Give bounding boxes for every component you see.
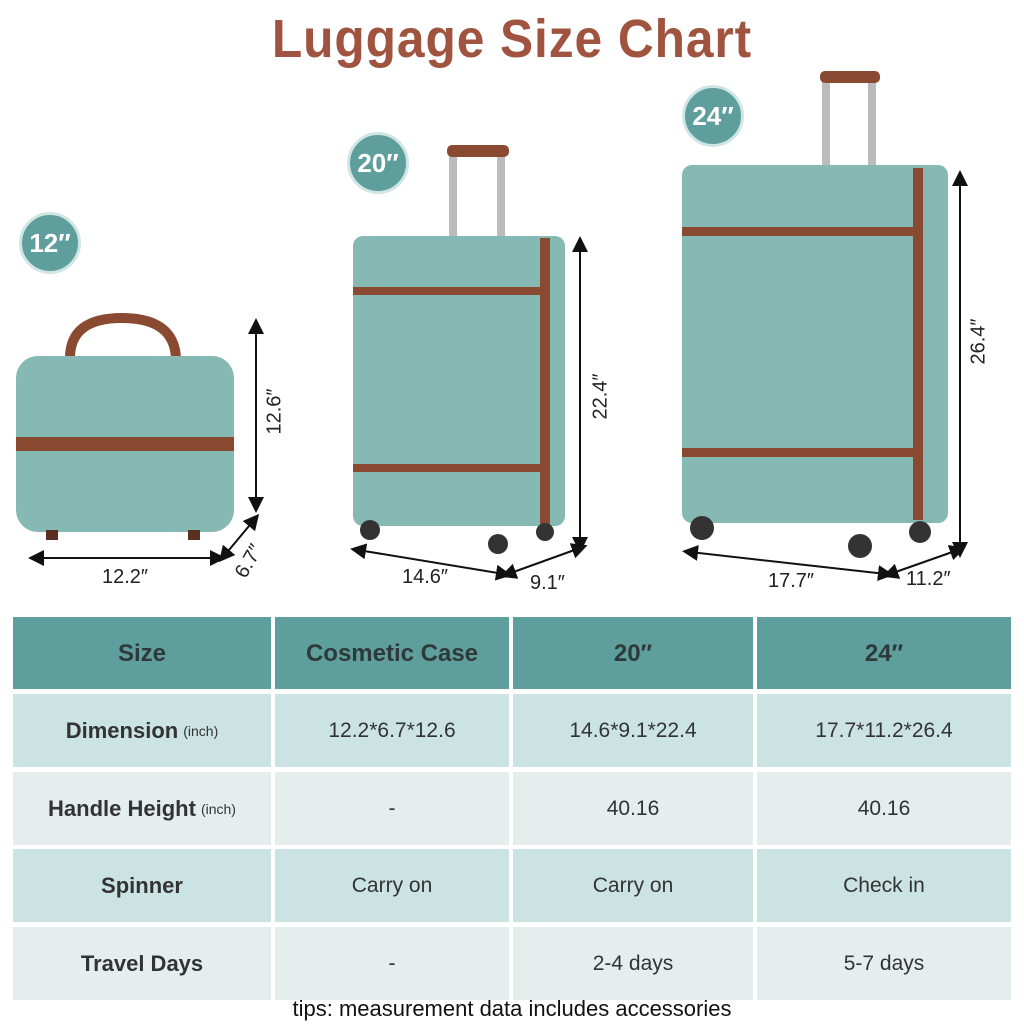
table-row-label: Dimension (inch) [13,694,271,767]
cosmetic-width-label: 12.2″ [102,566,149,588]
header-cosmetic: Cosmetic Case [275,617,509,689]
table-cell: 5-7 days [757,927,1011,1000]
luggage-24-width-label: 17.7″ [768,570,815,592]
row-unit: (inch) [183,722,219,739]
table-cell: 17.7*11.2*26.4 [757,694,1011,767]
header-20: 20″ [513,617,753,689]
luggage-24-depth-label: 11.2″ [906,568,951,590]
row-label: Spinner [101,872,183,898]
table-row-label: Travel Days [13,927,271,1000]
table-cell: - [275,927,509,1000]
dimension-arrows [28,170,968,582]
row-label: Travel Days [80,950,204,976]
size-badge-24: 24″ [682,85,744,147]
table-cell: 14.6*9.1*22.4 [513,694,753,767]
table-row-label: Handle Height (inch) [13,772,271,845]
table-cell: Carry on [513,849,753,922]
row-label: Dimension [65,717,179,743]
header-24: 24″ [757,617,1011,689]
table-row-label: Spinner [13,849,271,922]
table-cell: 12.2*6.7*12.6 [275,694,509,767]
table-cell: Carry on [275,849,509,922]
row-label: Handle Height [48,795,196,821]
page-title: Luggage Size Chart [271,9,753,69]
luggage-24-image [682,71,948,558]
luggage-20-width-label: 14.6″ [402,566,449,588]
luggage-20-height-label: 22.4″ [589,373,612,420]
luggage-20-image [353,145,565,554]
size-badge-12: 12″ [19,212,81,274]
row-unit: (inch) [200,800,236,817]
luggage-20-depth-label: 9.1″ [530,572,565,594]
luggage-24-height-label: 26.4″ [967,318,990,365]
table-cell: Check in [757,849,1011,922]
cosmetic-height-label: 12.6″ [263,388,286,435]
table-cell: 40.16 [513,772,753,845]
table-cell: 2-4 days [513,927,753,1000]
table-cell: - [275,772,509,845]
tips-note: tips: measurement data includes accessor… [292,996,732,1021]
size-badge-20: 20″ [347,132,409,194]
cosmetic-case-image [16,312,234,540]
table-cell: 40.16 [757,772,1011,845]
header-size: Size [13,617,271,689]
luggage-illustrations [16,71,968,582]
